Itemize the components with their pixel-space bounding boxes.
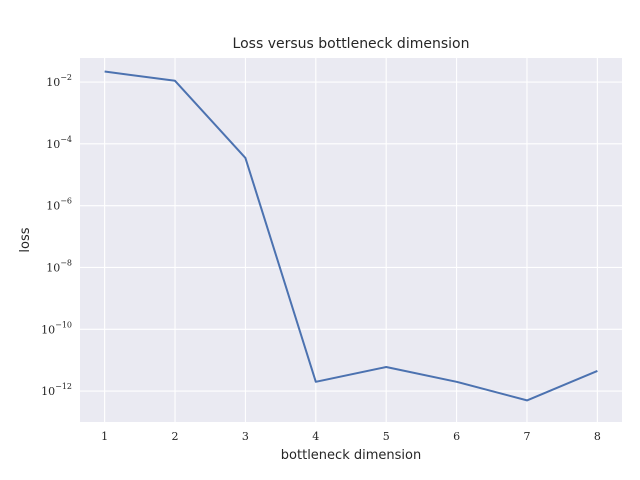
x-tick-label: 5 (383, 430, 390, 443)
x-tick-label: 8 (594, 430, 601, 443)
y-tick-label: 10−8 (46, 258, 72, 274)
y-tick-label: 10−12 (41, 382, 72, 398)
tick-labels: 1 2 3 4 5 6 7 8 10−2 10−4 10−6 10−8 10−10 10−12 (41, 73, 601, 443)
series-layer (104, 70, 598, 402)
grid-lines (80, 58, 622, 422)
y-tick-label: 10−4 (46, 135, 72, 151)
x-tick-label: 4 (312, 430, 319, 443)
loss-series-line (104, 70, 598, 402)
x-tick-label: 7 (523, 430, 530, 443)
x-axis-label: bottleneck dimension (281, 448, 421, 463)
x-tick-label: 6 (453, 430, 460, 443)
x-tick-label: 2 (172, 430, 179, 443)
y-axis-label: loss (18, 227, 33, 252)
x-tick-label: 3 (242, 430, 249, 443)
plot-area (80, 58, 622, 422)
chart-title: Loss versus bottleneck dimension (233, 36, 470, 52)
x-tick-label: 1 (101, 430, 108, 443)
y-tick-label: 10−6 (46, 197, 72, 213)
y-tick-label: 10−2 (46, 73, 72, 89)
y-tick-label: 10−10 (41, 320, 72, 336)
